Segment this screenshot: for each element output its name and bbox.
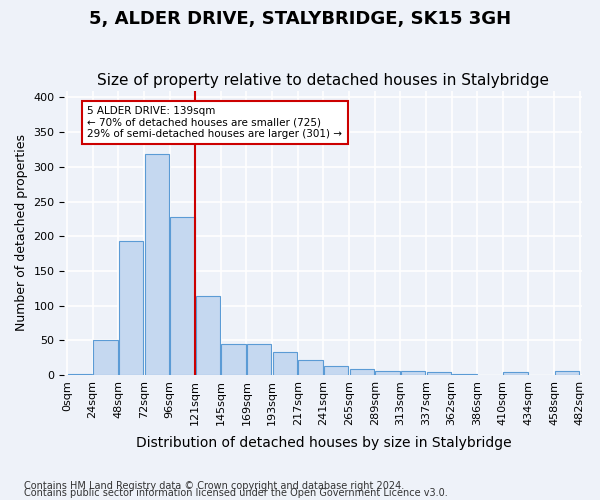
Bar bbox=[247, 344, 271, 375]
Bar bbox=[119, 241, 143, 375]
Bar bbox=[298, 360, 323, 375]
Bar bbox=[350, 370, 374, 375]
Bar bbox=[452, 374, 476, 375]
Bar bbox=[401, 372, 425, 375]
Bar bbox=[145, 154, 169, 375]
Y-axis label: Number of detached properties: Number of detached properties bbox=[15, 134, 28, 331]
Text: 5 ALDER DRIVE: 139sqm
← 70% of detached houses are smaller (725)
29% of semi-det: 5 ALDER DRIVE: 139sqm ← 70% of detached … bbox=[88, 106, 343, 139]
Bar bbox=[273, 352, 297, 375]
Bar bbox=[427, 372, 451, 375]
Text: 5, ALDER DRIVE, STALYBRIDGE, SK15 3GH: 5, ALDER DRIVE, STALYBRIDGE, SK15 3GH bbox=[89, 10, 511, 28]
Text: Contains public sector information licensed under the Open Government Licence v3: Contains public sector information licen… bbox=[24, 488, 448, 498]
Text: Contains HM Land Registry data © Crown copyright and database right 2024.: Contains HM Land Registry data © Crown c… bbox=[24, 481, 404, 491]
Bar bbox=[503, 372, 528, 375]
Bar bbox=[375, 372, 400, 375]
Bar bbox=[324, 366, 349, 375]
X-axis label: Distribution of detached houses by size in Stalybridge: Distribution of detached houses by size … bbox=[136, 436, 511, 450]
Bar bbox=[93, 340, 118, 375]
Bar bbox=[196, 296, 220, 375]
Bar bbox=[68, 374, 92, 375]
Bar bbox=[221, 344, 246, 375]
Bar bbox=[555, 372, 579, 375]
Title: Size of property relative to detached houses in Stalybridge: Size of property relative to detached ho… bbox=[97, 73, 550, 88]
Bar bbox=[170, 217, 194, 375]
